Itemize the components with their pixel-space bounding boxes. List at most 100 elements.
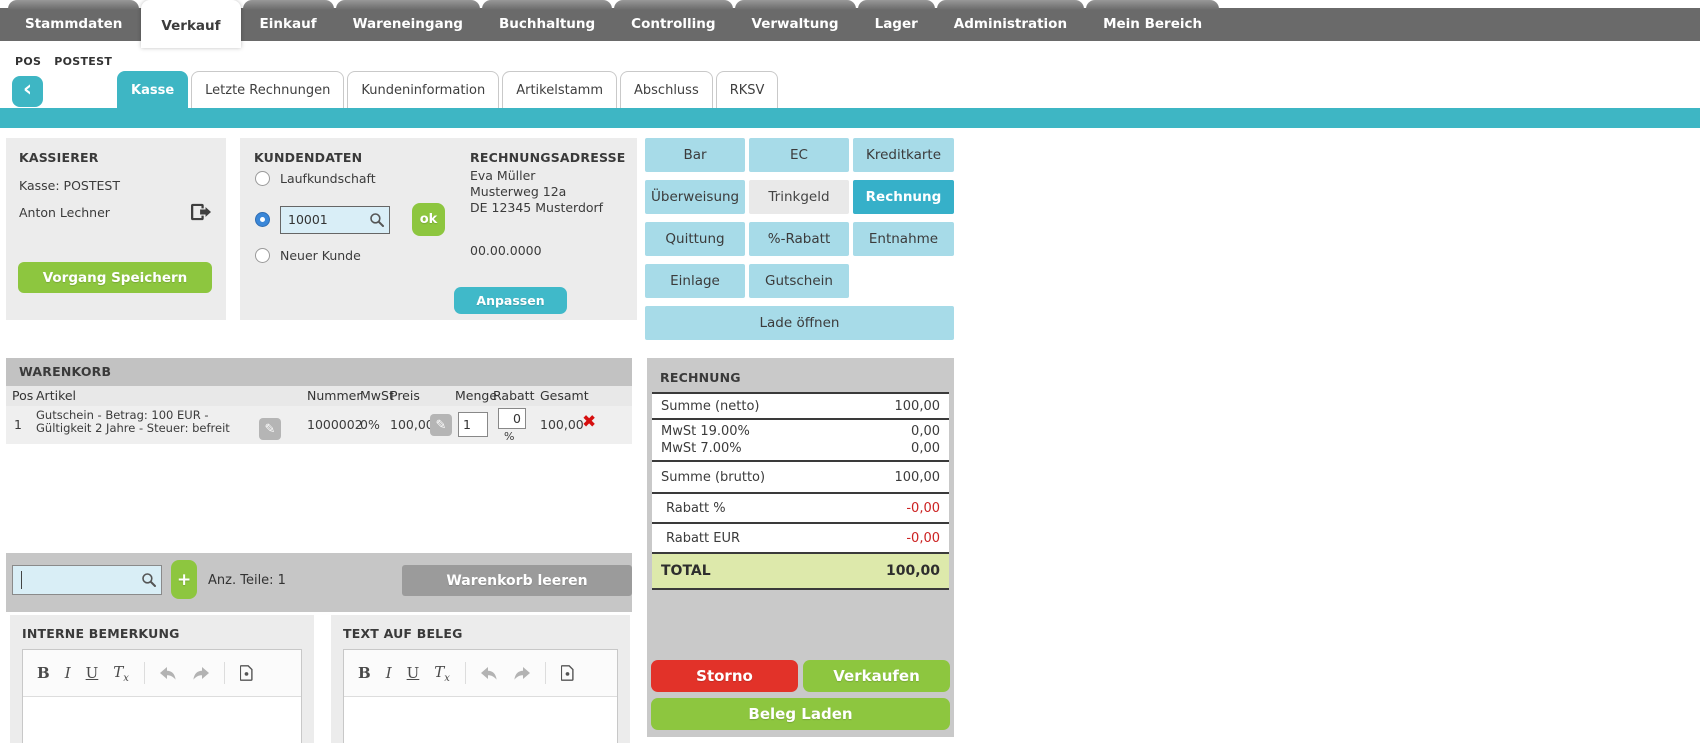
- breadcrumb-postest[interactable]: POSTEST: [54, 55, 113, 68]
- rabatt-eur-value: -0,00: [906, 530, 940, 546]
- warenkorb-panel: WARENKORB Pos Artikel Nummer MwSt Preis …: [6, 358, 632, 612]
- col-mwst: MwSt: [360, 388, 394, 403]
- col-rabatt: Rabatt: [493, 388, 535, 403]
- text-auf-beleg-editor: B I U Tx: [343, 649, 618, 743]
- radio-kundennummer[interactable]: [255, 212, 270, 227]
- undo-icon[interactable]: [480, 666, 498, 680]
- nav-item-mein-bereich[interactable]: Mein Bereich: [1086, 0, 1220, 41]
- radio-laufkundschaft[interactable]: [255, 171, 270, 186]
- menge-input[interactable]: [458, 412, 488, 437]
- payment-bar-button[interactable]: Bar: [645, 138, 745, 172]
- search-icon[interactable]: [141, 572, 157, 592]
- interne-bemerkung-panel: INTERNE BEMERKUNG B I U Tx: [10, 615, 314, 743]
- mwst7-label: MwSt 7.00%: [661, 441, 742, 456]
- radio-neuer-kunde[interactable]: [255, 248, 270, 263]
- nav-item-lager[interactable]: Lager: [857, 0, 935, 41]
- beleg-laden-button[interactable]: Beleg Laden: [651, 698, 950, 730]
- payment-button-grid: Bar EC Kreditkarte Überweisung Trinkgeld…: [645, 138, 954, 340]
- warenkorb-footer: + Anz. Teile: 1 Warenkorb leeren: [6, 553, 632, 612]
- rechnung-summary-panel: RECHNUNG Summe (netto) 100,00 MwSt 19.00…: [647, 358, 954, 737]
- payment-trinkgeld-button[interactable]: Trinkgeld: [749, 180, 849, 214]
- pos-tab-bar: Kasse Letzte Rechnungen Kundeninformatio…: [117, 71, 779, 108]
- search-icon[interactable]: [369, 212, 385, 231]
- payment-einlage-button[interactable]: Einlage: [645, 264, 745, 298]
- payment-entnahme-button[interactable]: Entnahme: [853, 222, 954, 256]
- lade-oeffnen-button[interactable]: Lade öffnen: [645, 306, 954, 340]
- nav-item-verwaltung[interactable]: Verwaltung: [734, 0, 856, 41]
- toolbar-separator: [544, 662, 546, 684]
- warenkorb-table: Pos Artikel Nummer MwSt Preis Menge Raba…: [6, 386, 632, 553]
- tab-letzte-rechnungen[interactable]: Letzte Rechnungen: [191, 71, 345, 108]
- kasse-name: Kasse: POSTEST: [19, 178, 120, 193]
- vorgang-speichern-button[interactable]: Vorgang Speichern: [18, 262, 212, 293]
- article-search-input[interactable]: [12, 565, 162, 595]
- back-button[interactable]: ‹: [12, 76, 43, 107]
- source-document-icon[interactable]: [239, 665, 253, 681]
- rabatt-input[interactable]: [498, 408, 526, 429]
- text-auf-beleg-textarea[interactable]: [344, 697, 617, 743]
- storno-button[interactable]: Storno: [651, 660, 798, 692]
- address-line-name: Eva Müller: [470, 168, 536, 183]
- nav-item-stammdaten[interactable]: Stammdaten: [8, 0, 140, 41]
- source-document-icon[interactable]: [560, 665, 574, 681]
- payment-ueberweisung-button[interactable]: Überweisung: [645, 180, 745, 214]
- tab-artikelstamm[interactable]: Artikelstamm: [502, 71, 618, 108]
- payment-gutschein-button[interactable]: Gutschein: [749, 264, 849, 298]
- tab-abschluss[interactable]: Abschluss: [620, 71, 713, 108]
- tab-kundeninformation[interactable]: Kundeninformation: [347, 71, 500, 108]
- remove-format-icon[interactable]: Tx: [434, 662, 450, 684]
- rabatt-unit: %: [504, 430, 515, 443]
- delete-row-icon[interactable]: ✖: [582, 412, 597, 432]
- rabatt-prozent-row: Rabatt % -0,00: [652, 494, 949, 524]
- nav-item-einkauf[interactable]: Einkauf: [242, 0, 334, 41]
- cashier-name: Anton Lechner: [19, 204, 110, 220]
- bold-icon[interactable]: B: [358, 664, 371, 682]
- ok-button[interactable]: ok: [412, 203, 445, 236]
- warenkorb-table-header: Pos Artikel Nummer MwSt Preis Menge Raba…: [6, 386, 632, 406]
- nav-item-verkauf[interactable]: Verkauf: [141, 0, 241, 48]
- nav-item-buchhaltung[interactable]: Buchhaltung: [481, 0, 613, 41]
- warenkorb-leeren-button[interactable]: Warenkorb leeren: [402, 565, 632, 596]
- payment-kreditkarte-button[interactable]: Kreditkarte: [853, 138, 954, 172]
- rabatt-eur-label: Rabatt EUR: [666, 530, 741, 546]
- add-article-button[interactable]: +: [171, 560, 197, 599]
- redo-icon[interactable]: [513, 666, 530, 680]
- bold-icon[interactable]: B: [37, 664, 50, 682]
- cell-mwst: 0%: [360, 417, 380, 432]
- underline-icon[interactable]: U: [406, 664, 420, 682]
- logout-icon[interactable]: [190, 202, 212, 222]
- tab-rksv[interactable]: RKSV: [715, 71, 779, 108]
- col-pos: Pos: [12, 388, 34, 403]
- mwst7-value: 0,00: [911, 441, 940, 456]
- redo-icon[interactable]: [192, 666, 209, 680]
- payment-prozent-rabatt-button[interactable]: %-Rabatt: [749, 222, 849, 256]
- italic-icon[interactable]: I: [385, 664, 392, 682]
- edit-article-icon[interactable]: ✎: [259, 418, 281, 440]
- col-artikel: Artikel: [36, 388, 77, 403]
- nav-item-controlling[interactable]: Controlling: [614, 0, 733, 41]
- payment-quittung-button[interactable]: Quittung: [645, 222, 745, 256]
- undo-icon[interactable]: [159, 666, 177, 680]
- nav-item-wareneingang[interactable]: Wareneingang: [335, 0, 480, 41]
- col-gesamt: Gesamt: [540, 388, 589, 403]
- summe-netto-label: Summe (netto): [661, 398, 760, 414]
- edit-price-icon[interactable]: ✎: [430, 414, 452, 436]
- editor-toolbar: B I U Tx: [344, 650, 617, 697]
- verkaufen-button[interactable]: Verkaufen: [803, 660, 950, 692]
- remove-format-icon[interactable]: Tx: [113, 662, 129, 684]
- tab-kasse[interactable]: Kasse: [117, 71, 189, 108]
- payment-ec-button[interactable]: EC: [749, 138, 849, 172]
- rabatt-prozent-label: Rabatt %: [666, 500, 726, 516]
- nav-item-administration[interactable]: Administration: [936, 0, 1085, 41]
- breadcrumb-pos[interactable]: POS: [15, 55, 42, 68]
- address-line-street: Musterweg 12a: [470, 184, 567, 199]
- italic-icon[interactable]: I: [64, 664, 71, 682]
- payment-rechnung-button[interactable]: Rechnung: [853, 180, 954, 214]
- main-navigation: Stammdaten Verkauf Einkauf Wareneingang …: [0, 0, 1700, 48]
- kassierer-title: KASSIERER: [19, 150, 99, 165]
- anpassen-button[interactable]: Anpassen: [454, 287, 567, 314]
- underline-icon[interactable]: U: [85, 664, 99, 682]
- rechnungsadresse-title: RECHNUNGSADRESSE: [470, 150, 626, 165]
- interne-bemerkung-textarea[interactable]: [23, 697, 301, 743]
- birth-date: 00.00.0000: [470, 243, 542, 258]
